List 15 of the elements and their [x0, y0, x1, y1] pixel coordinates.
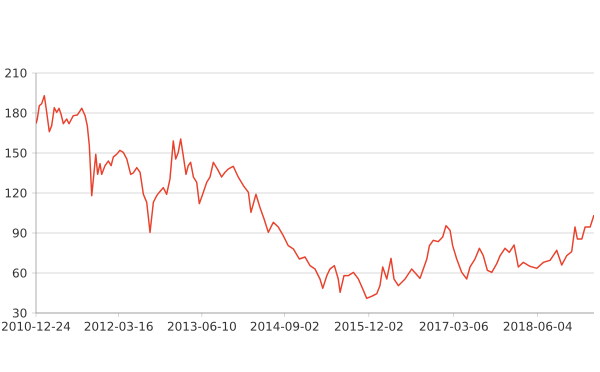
y-tick-label: 30: [12, 308, 26, 318]
line-series: [36, 94, 594, 300]
x-tick-label: 2015-12-02: [334, 322, 403, 331]
x-tick-label: 2014-09-02: [250, 322, 318, 331]
x-tick-label: 2018-06-04: [504, 322, 572, 331]
x-tick-label: 2017-03-06: [420, 322, 488, 331]
y-tick-label: 180: [6, 108, 26, 118]
x-tick-label: 2012-03-16: [84, 322, 153, 331]
x-tick-label: 2013-06-10: [168, 322, 236, 331]
y-tick-label: 120: [6, 188, 26, 198]
x-tick-label: 2010-12-24: [2, 322, 70, 331]
y-tick-label: 90: [12, 228, 26, 238]
y-tick-label: 60: [12, 268, 26, 278]
y-tick-label: 210: [5, 68, 26, 78]
y-tick-label: 150: [6, 148, 26, 158]
